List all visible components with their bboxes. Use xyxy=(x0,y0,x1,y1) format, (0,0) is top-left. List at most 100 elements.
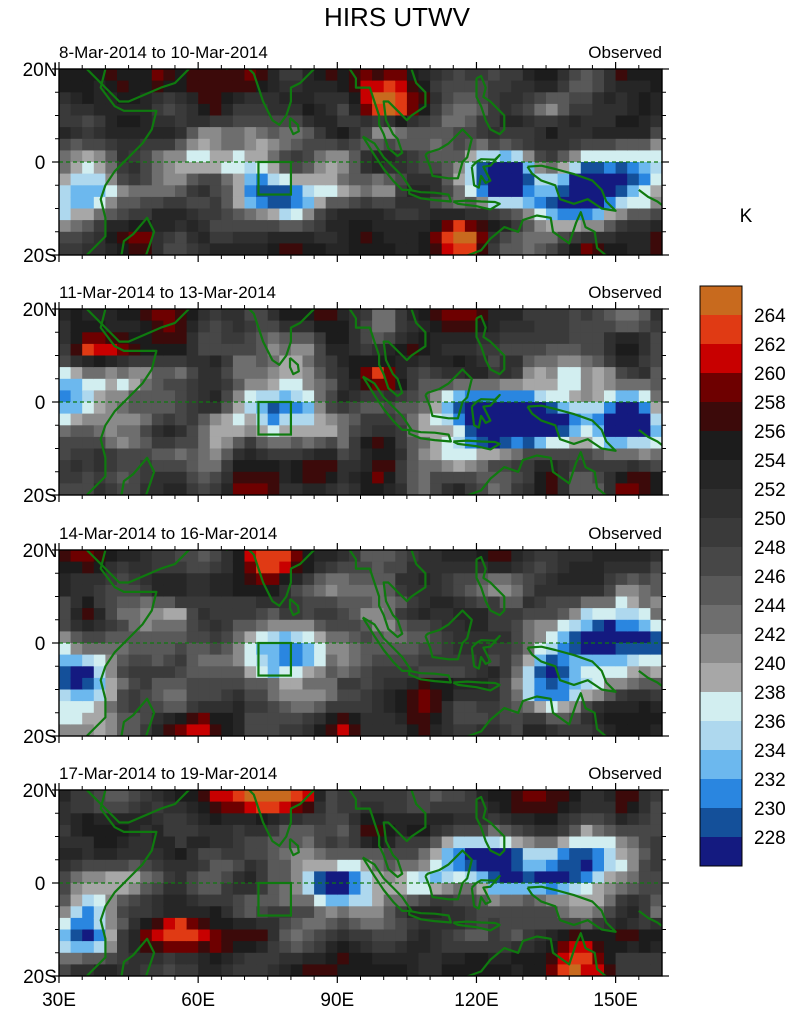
field-cell xyxy=(488,220,501,233)
field-cell xyxy=(70,917,83,931)
field-cell xyxy=(198,69,211,82)
field-cell xyxy=(406,724,420,736)
field-cell xyxy=(267,483,280,495)
field-cell xyxy=(128,859,141,872)
field-cell xyxy=(406,413,420,426)
field-cell xyxy=(488,320,501,333)
field-cell xyxy=(534,231,547,244)
field-cell xyxy=(360,677,373,691)
field-cell xyxy=(290,929,304,942)
field-cell xyxy=(163,367,176,380)
field-cell xyxy=(198,666,211,679)
field-cell xyxy=(430,573,443,586)
field-cell xyxy=(360,425,373,438)
field-cell xyxy=(151,220,164,233)
x-tick-label: 90E xyxy=(320,990,354,1011)
field-cell xyxy=(256,196,269,210)
field-cell xyxy=(302,801,315,814)
field-cell xyxy=(557,724,570,736)
field-cell xyxy=(464,929,478,942)
field-cell xyxy=(650,309,662,322)
field-cell xyxy=(232,309,246,322)
field-cell xyxy=(267,413,280,426)
field-cell xyxy=(140,724,153,736)
field-cell xyxy=(522,471,535,484)
field-cell xyxy=(186,196,199,210)
field-cell xyxy=(256,964,269,976)
field-cell xyxy=(302,80,315,93)
field-cell xyxy=(279,69,292,82)
field-cell xyxy=(638,848,651,861)
field-cell xyxy=(314,859,327,872)
field-cell xyxy=(70,471,83,484)
field-cell xyxy=(267,790,280,803)
field-cell xyxy=(337,208,350,221)
field-cell xyxy=(604,483,617,495)
field-cell xyxy=(604,92,617,105)
field-cell xyxy=(627,631,640,644)
field-cell xyxy=(186,138,199,151)
field-cell xyxy=(117,127,130,140)
field-cell xyxy=(117,836,130,849)
coastline xyxy=(288,356,300,376)
field-cell xyxy=(348,413,362,426)
field-cell xyxy=(348,724,362,736)
field-cell xyxy=(592,343,605,357)
field-cell xyxy=(325,355,338,368)
field-cell xyxy=(337,573,350,586)
field-cell xyxy=(580,859,593,872)
field-cell xyxy=(82,701,95,714)
field-cell xyxy=(488,413,501,426)
field-cell xyxy=(256,115,269,128)
field-cell xyxy=(290,413,304,426)
field-cell xyxy=(557,619,570,632)
field-cell xyxy=(348,460,362,473)
panel-period-label: 11-Mar-2014 to 13-Mar-2014 xyxy=(59,283,276,302)
field-cell xyxy=(522,952,535,965)
field-cell xyxy=(372,701,385,714)
field-cell xyxy=(430,115,443,128)
field-cell xyxy=(441,243,454,255)
field-cell xyxy=(70,941,83,954)
field-cell xyxy=(244,689,257,702)
field-cell xyxy=(395,69,408,82)
field-cell xyxy=(453,115,466,128)
field-cell xyxy=(580,871,593,884)
field-cell xyxy=(140,848,153,861)
field-cell xyxy=(511,425,524,438)
field-cell xyxy=(186,871,199,884)
coastline xyxy=(408,188,452,203)
field-cell xyxy=(522,309,535,322)
field-cell xyxy=(534,460,547,473)
field-cell xyxy=(128,883,141,896)
field-cell xyxy=(604,402,617,415)
field-cell xyxy=(221,929,234,942)
field-cell xyxy=(511,813,524,826)
field-cell xyxy=(70,243,83,255)
field-cell xyxy=(650,573,662,586)
field-cell xyxy=(59,666,72,679)
field-cell xyxy=(59,654,72,667)
field-cell xyxy=(360,584,373,598)
field-cell xyxy=(244,631,257,644)
field-cell xyxy=(511,390,524,403)
field-cell xyxy=(592,677,605,691)
field-cell xyxy=(186,790,199,803)
field-cell xyxy=(604,231,617,244)
field-cell xyxy=(82,448,95,461)
field-cell xyxy=(604,561,617,574)
field-cell xyxy=(569,871,582,884)
field-cell xyxy=(650,848,662,861)
field-cell xyxy=(383,929,396,942)
coastline xyxy=(475,74,506,136)
field-cell xyxy=(638,343,651,357)
field-cell xyxy=(650,343,662,357)
field-cell xyxy=(198,619,211,632)
field-cell xyxy=(325,596,338,609)
field-cell xyxy=(522,103,535,117)
field-cell xyxy=(290,871,304,884)
field-cell xyxy=(232,836,246,849)
field-cell xyxy=(82,320,95,333)
field-cell xyxy=(511,343,524,357)
field-cell xyxy=(488,689,501,702)
